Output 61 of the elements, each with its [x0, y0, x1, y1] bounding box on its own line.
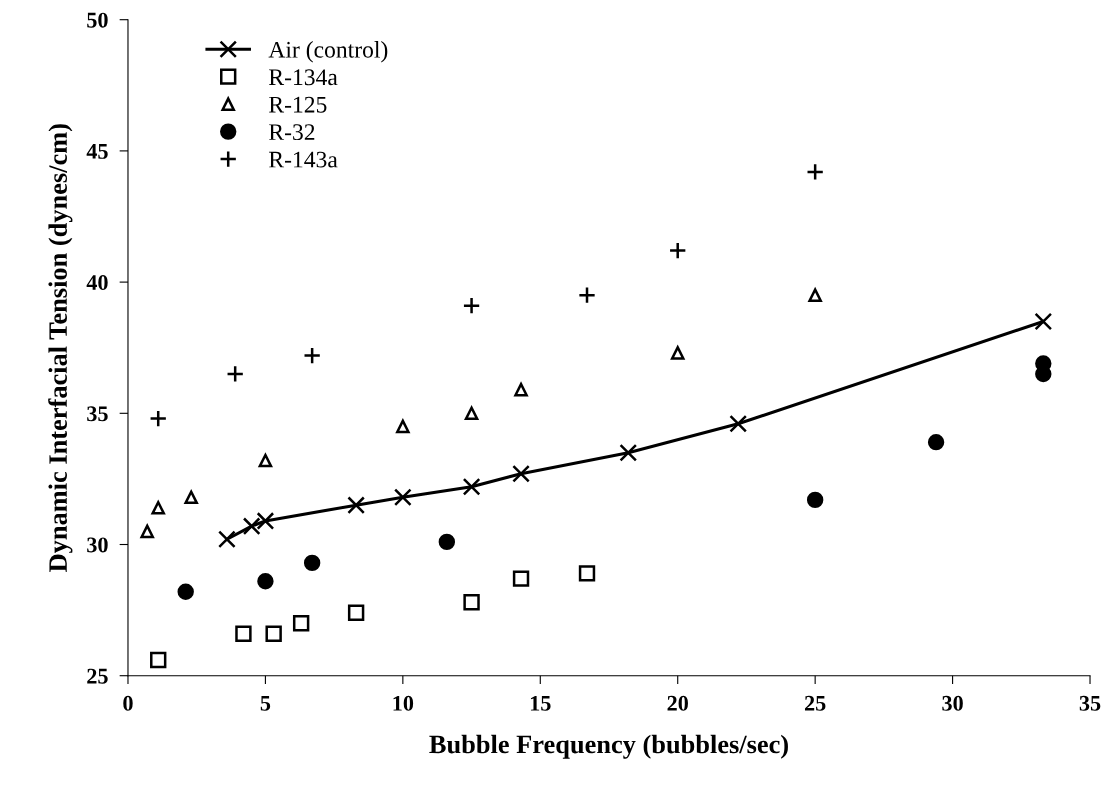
point [806, 491, 824, 509]
y-tick-label: 45 [86, 143, 108, 159]
point [265, 625, 282, 642]
point [184, 490, 199, 505]
point [150, 651, 167, 669]
point [303, 554, 321, 572]
point [258, 453, 273, 468]
point [438, 533, 456, 551]
y-tick-label: 50 [87, 12, 108, 28]
y-tick-label: 35 [87, 406, 108, 422]
point [578, 286, 596, 305]
point [729, 414, 748, 433]
x-axis-title: Bubble Frequency (bubbles/sec) [429, 734, 788, 759]
legend-label: R-143a [269, 151, 338, 168]
y-tick-label: 40 [86, 275, 108, 291]
point [619, 443, 638, 462]
x-tick-label: 25 [804, 695, 826, 711]
point [670, 346, 685, 360]
x-tick-label: 35 [1079, 695, 1101, 711]
x-tick-label: 15 [530, 695, 551, 711]
point [512, 570, 530, 587]
legend-label: R-32 [269, 124, 315, 141]
point [218, 530, 236, 549]
point [347, 496, 366, 515]
legend-label: R-125 [269, 96, 327, 113]
point [303, 346, 322, 365]
point [177, 583, 194, 600]
x-tick-label: 5 [260, 696, 271, 711]
y-tick-label: 25 [87, 668, 108, 684]
y-axis-title: Dynamic Interfacial Tension (dynes/cm) [48, 124, 73, 572]
legend-label: Air (control) [268, 41, 388, 63]
point [463, 594, 480, 611]
x-tick-label: 0 [123, 695, 133, 711]
point [140, 524, 155, 539]
y-tick-label: 30 [87, 537, 108, 553]
point [292, 615, 310, 632]
point [578, 565, 596, 582]
point [347, 604, 365, 621]
point [512, 464, 530, 483]
point [396, 419, 410, 434]
x-tick-label: 20 [667, 695, 688, 711]
point [393, 488, 412, 507]
point [242, 517, 261, 536]
point [462, 477, 481, 496]
x-tick-label: 30 [942, 695, 963, 711]
legend-label: R-134a [269, 69, 338, 86]
point [927, 433, 945, 451]
point [464, 406, 479, 421]
point [151, 500, 166, 515]
point [149, 409, 168, 428]
point [256, 512, 275, 530]
point [235, 625, 252, 642]
point [806, 163, 825, 181]
point [462, 296, 481, 315]
point [1034, 312, 1053, 331]
x-tick-label: 10 [393, 695, 414, 711]
point [808, 288, 822, 303]
point [257, 573, 274, 590]
point [668, 241, 687, 260]
point [226, 365, 245, 383]
point [514, 382, 528, 397]
